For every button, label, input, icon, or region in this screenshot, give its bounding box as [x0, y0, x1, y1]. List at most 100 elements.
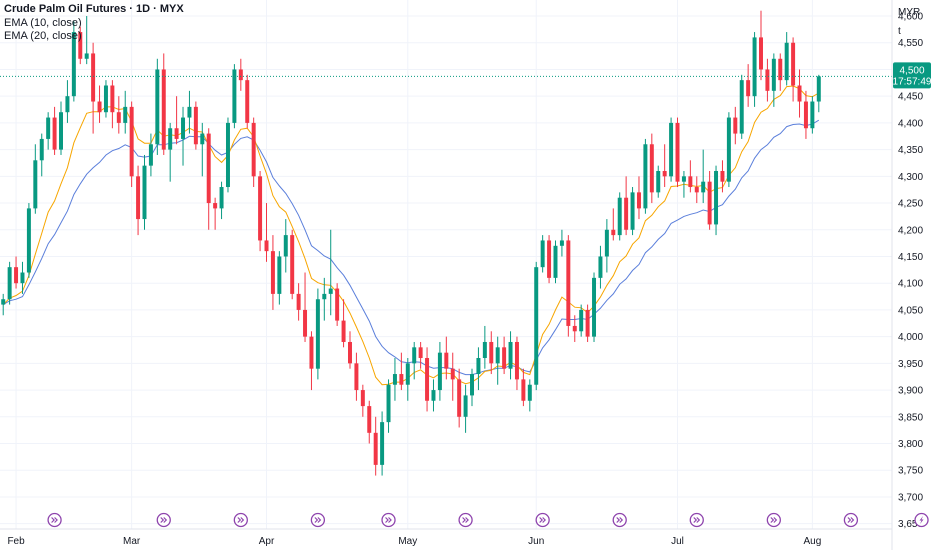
candle [65, 80, 70, 123]
candle [470, 368, 474, 407]
candle-body [309, 336, 314, 369]
candle [213, 197, 218, 230]
candle [290, 229, 295, 300]
price-tick-label: 4,450 [898, 92, 923, 103]
candle [572, 315, 577, 342]
candle-body [386, 384, 391, 423]
candle [803, 90, 808, 139]
candle-body [392, 374, 397, 385]
candle [431, 379, 436, 412]
candle [450, 352, 455, 401]
time-axis[interactable]: FebMarAprMayJunJulAugSep [7, 536, 932, 547]
symbol-title[interactable]: Crude Palm Oil Futures · 1D · MYX [4, 3, 184, 15]
arrow-glyph [314, 517, 322, 523]
candle-body [20, 272, 25, 284]
candle-body [283, 235, 288, 257]
candle [354, 352, 359, 401]
candle-body [296, 293, 301, 310]
candle [463, 384, 468, 433]
candle-body [46, 117, 51, 139]
time-tick-label: Aug [803, 536, 821, 547]
candle [283, 219, 288, 273]
candle [187, 90, 192, 134]
candle-body [797, 85, 802, 102]
candle [258, 170, 263, 252]
candle [155, 58, 160, 155]
candle-body [380, 422, 385, 465]
candle-body [39, 138, 44, 161]
candle [123, 90, 128, 134]
candle-body [161, 69, 166, 150]
candle [181, 106, 186, 166]
candle [534, 261, 539, 391]
candle-body [1, 299, 6, 305]
candle-body [489, 341, 494, 364]
candle-body [116, 112, 121, 123]
currency-label[interactable]: MYR [898, 7, 921, 18]
price-tick-label: 4,150 [898, 252, 923, 263]
price-tick-label: 4,000 [898, 332, 923, 343]
candle [566, 235, 571, 337]
candle [161, 53, 166, 155]
event-arrow-icon [381, 512, 396, 528]
candle [46, 112, 51, 150]
candle-body [91, 53, 96, 102]
candle-body [71, 32, 76, 97]
candle-body [630, 192, 635, 230]
candle-body [784, 42, 789, 81]
candle [7, 261, 12, 305]
event-markers [47, 512, 929, 528]
candle [1, 293, 6, 316]
event-arrow-icon [310, 512, 326, 528]
candle-body [155, 69, 160, 145]
ema10-legend[interactable]: EMA (10, close) [4, 16, 82, 29]
candle [752, 32, 757, 107]
candle-body [508, 341, 513, 369]
candles [1, 10, 821, 476]
candle-body [142, 165, 147, 220]
price-tick-label: 3,750 [898, 466, 923, 477]
candle [238, 58, 243, 91]
candle [270, 235, 275, 310]
candle [579, 304, 584, 337]
time-tick-label: Mar [123, 536, 141, 547]
candle [726, 112, 731, 188]
candle [71, 21, 76, 102]
candle [193, 101, 198, 150]
candle-body [681, 176, 686, 182]
price-tick-label: 3,950 [898, 359, 923, 370]
candle [714, 165, 719, 236]
candle-body [136, 176, 141, 220]
candle-body [405, 363, 410, 385]
candle-body [7, 267, 12, 300]
candle [791, 37, 796, 102]
candle [232, 64, 237, 129]
time-tick-label: Jun [528, 536, 544, 547]
candle [720, 160, 725, 193]
price-tick-label: 3,650 [898, 519, 923, 530]
candle-body [624, 197, 629, 230]
candle-body [315, 299, 320, 369]
candle-body [701, 181, 706, 193]
arrow-glyph [693, 517, 701, 523]
candle-body [270, 251, 275, 294]
candle [136, 165, 141, 236]
candle [225, 117, 230, 193]
candle [617, 192, 622, 241]
candle-body [643, 144, 648, 209]
candle [425, 347, 430, 412]
candle [315, 288, 320, 380]
lightning-glyph [919, 516, 924, 524]
price-axis[interactable]: 4,600 4,550 4,500 4,450 4,400 4,350 4,300 4,250… [898, 12, 923, 531]
candle-body [707, 181, 712, 225]
candle-body [694, 187, 699, 193]
candle [553, 240, 558, 284]
candle [335, 283, 340, 326]
ema20-legend[interactable]: EMA (20, close) [4, 30, 82, 42]
unit-label[interactable]: t [898, 26, 901, 37]
candle-body [328, 288, 333, 294]
candle [52, 106, 57, 155]
candle-body [476, 358, 481, 375]
candle [444, 336, 449, 380]
